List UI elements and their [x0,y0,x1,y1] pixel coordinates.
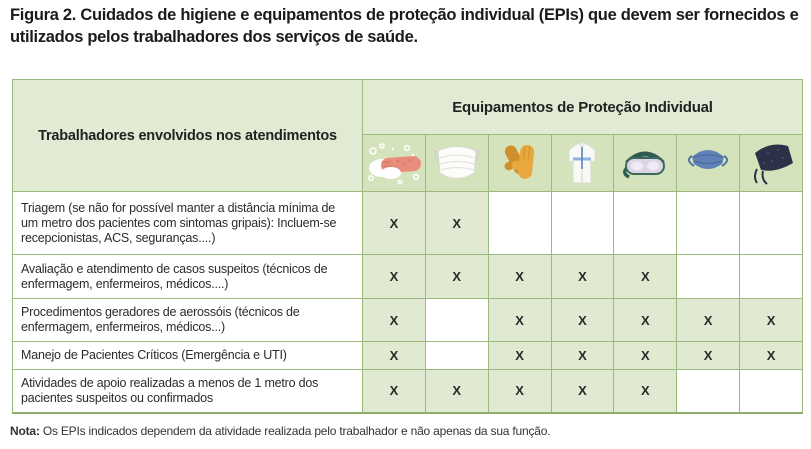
row-label: Atividades de apoio realizadas a menos d… [12,369,363,414]
equipment-column-cap [739,134,803,192]
figure-title: Figura 2. Cuidados de higiene e equipame… [10,6,799,46]
protective-gown-icon [552,139,614,187]
workers-column-header: Trabalhadores envolvidos nos atendimento… [12,79,363,192]
x-mark-cell: X [362,369,426,414]
empty-cell [739,254,803,299]
table-row: Atividades de apoio realizadas a menos d… [12,369,803,414]
equipment-column-goggles [613,134,678,192]
x-mark-cell: X [424,369,489,414]
surgical-cap-icon [740,139,802,187]
row-label: Triagem (se não for possível manter a di… [12,191,363,255]
x-mark-cell: X [613,369,678,414]
figure-note: Nota: Os EPIs indicados dependem da ativ… [10,424,804,438]
note-prefix: Nota: [10,424,40,438]
row-label: Procedimentos geradores de aerossóis (té… [12,298,363,342]
epi-table-body: Triagem (se não for possível manter a di… [12,191,803,414]
equipment-column-gown [550,134,615,192]
empty-cell [613,191,678,255]
note-text: Os EPIs indicados dependem da atividade … [42,424,551,438]
table-row: Procedimentos geradores de aerossóis (té… [12,298,803,342]
empty-cell [487,191,552,255]
x-mark-cell: X [739,298,803,342]
table-row: Manejo de Pacientes Críticos (Emergência… [12,341,803,370]
equipment-column-n95-mask [676,134,741,192]
x-mark-cell: X [362,341,426,370]
x-mark-cell: X [424,191,489,255]
x-mark-cell: X [362,298,426,342]
x-mark-cell: X [613,298,678,342]
goggles-icon [614,139,676,187]
surgical-mask-icon [426,139,488,187]
empty-cell [739,191,803,255]
table-row: Triagem (se não for possível manter a di… [12,191,803,255]
epi-table: Trabalhadores envolvidos nos atendimento… [12,79,803,414]
x-mark-cell: X [362,191,426,255]
x-mark-cell: X [424,254,489,299]
hand-washing-icon [363,139,425,187]
x-mark-cell: X [550,254,615,299]
epi-group-header: Equipamentos de Proteção Individual [362,79,803,135]
x-mark-cell: X [739,341,803,370]
equipment-icons-row [13,134,803,192]
x-mark-cell: X [676,298,741,342]
empty-cell [550,191,615,255]
table-row: Avaliação e atendimento de casos suspeit… [12,254,803,299]
x-mark-cell: X [487,369,552,414]
equipment-column-surgical-mask [424,134,489,192]
x-mark-cell: X [487,254,552,299]
x-mark-cell: X [487,298,552,342]
empty-cell [739,369,803,414]
x-mark-cell: X [613,254,678,299]
table-header-row: Trabalhadores envolvidos nos atendimento… [12,79,803,192]
x-mark-cell: X [487,341,552,370]
gloves-icon [489,139,551,187]
empty-cell [424,341,489,370]
x-mark-cell: X [550,298,615,342]
empty-cell [676,191,741,255]
empty-cell [676,369,741,414]
n95-mask-icon [677,139,739,187]
equipment-column-gloves [487,134,552,192]
x-mark-cell: X [613,341,678,370]
x-mark-cell: X [676,341,741,370]
equipment-column-handwash [362,134,426,192]
empty-cell [424,298,489,342]
x-mark-cell: X [362,254,426,299]
row-label: Avaliação e atendimento de casos suspeit… [12,254,363,299]
empty-cell [676,254,741,299]
x-mark-cell: X [550,369,615,414]
x-mark-cell: X [550,341,615,370]
row-label: Manejo de Pacientes Críticos (Emergência… [12,341,363,370]
